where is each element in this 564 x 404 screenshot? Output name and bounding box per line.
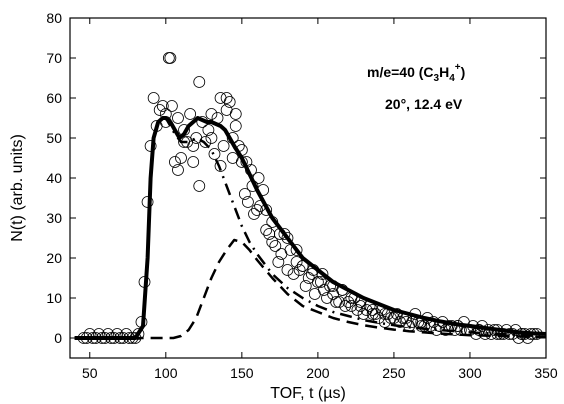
x-tick-label: 300 [458,365,482,381]
data-point [242,196,254,208]
data-point [132,328,145,340]
y-tick-label: 30 [46,210,62,226]
data-point [217,140,230,152]
x-tick-label: 100 [154,365,178,381]
x-tick-label: 50 [82,365,98,381]
data-point [193,76,206,88]
x-tick-label: 200 [306,365,330,381]
data-point [290,256,303,268]
y-tick-label: 10 [46,290,62,306]
y-tick-label: 80 [46,10,62,26]
data-point [311,276,324,288]
data-point [251,204,263,216]
data-point [202,124,215,136]
annotation-mass-sub2: 4 [449,73,455,84]
annotation-mass-sup: + [455,62,461,73]
data-point [269,240,282,252]
data-point [369,308,382,320]
data-point [316,268,329,280]
data-point [208,148,221,160]
x-axis-title-prefix: TOF, t ( [270,385,324,402]
y-tick-label: 60 [46,90,62,106]
data-point [172,164,184,176]
data-point [229,108,242,120]
annotation-mass-suffix: ) [461,64,466,80]
x-axis-title-suffix: ) [340,385,345,402]
x-axis-title-unit: µs [323,385,340,402]
data-point [199,136,212,148]
data-point [351,304,364,316]
data-point [400,316,412,328]
data-point [205,132,218,144]
data-point [223,96,236,108]
y-axis-title: N(t) (arb. units) [9,134,26,242]
data-point [147,92,160,104]
data-point [342,296,355,308]
y-tick-label: 70 [46,50,62,66]
data-point [281,264,294,276]
data-point [290,244,303,256]
y-tick-label: 40 [46,170,62,186]
ticks-layer: 50 100 150 200 250 300 350 0 10 20 30 40 50 60 70 80 [46,10,557,381]
data-point [266,236,279,248]
x-tick-label: 250 [382,365,406,381]
data-point [238,188,251,200]
y-tick-label: 0 [54,330,62,346]
data-point [366,304,379,316]
annotation-mass-prefix: m/e=40 (C [367,64,434,80]
data-point [184,108,197,120]
data-point [281,232,294,244]
y-tick-label: 50 [46,130,62,146]
data-point [214,160,227,172]
data-point [354,300,367,312]
series-layer [74,52,547,344]
data-point [229,120,242,132]
x-axis-title: TOF, t (µs) [270,385,346,402]
data-point [164,52,177,64]
data-point [248,208,260,220]
x-tick-label: 350 [534,365,558,381]
series-line-dash-dot [74,116,547,340]
data-point [153,104,166,116]
data-point [193,180,206,192]
data-point [187,156,200,168]
annotation-mass-mid: H [439,64,449,80]
data-point [293,264,306,276]
data-point [260,224,273,236]
x-tick-label: 150 [230,365,254,381]
data-point [272,256,285,268]
data-point [169,156,181,168]
data-point [430,324,443,336]
data-point [175,152,187,164]
data-point [205,108,218,120]
series-line-dashed [74,238,547,340]
y-tick-label: 20 [46,250,62,266]
data-point [156,100,169,112]
annotation-energy: 20°, 12.4 eV [385,96,463,112]
data-point [220,92,233,104]
plot-frame [69,17,547,359]
data-point [339,300,352,312]
data-point [287,268,300,280]
data-point [299,280,312,292]
data-point [415,320,428,332]
data-point [165,100,178,112]
annotation-mass: m/e=40 (C3H4+) [367,62,465,84]
data-point [172,112,184,124]
data-point [278,228,291,240]
data-point [333,296,346,308]
annotation-mass-sub1: 3 [434,73,440,84]
